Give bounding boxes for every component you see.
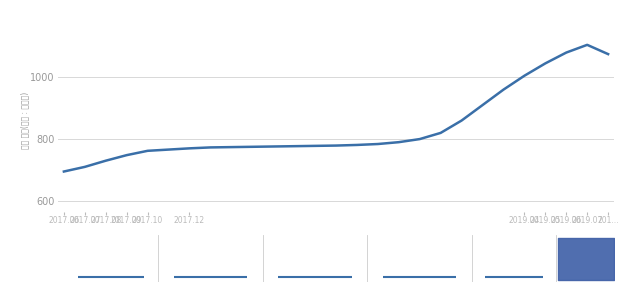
Y-axis label: 거래 금액(단위 : 백만원): 거래 금액(단위 : 백만원) — [20, 92, 29, 149]
